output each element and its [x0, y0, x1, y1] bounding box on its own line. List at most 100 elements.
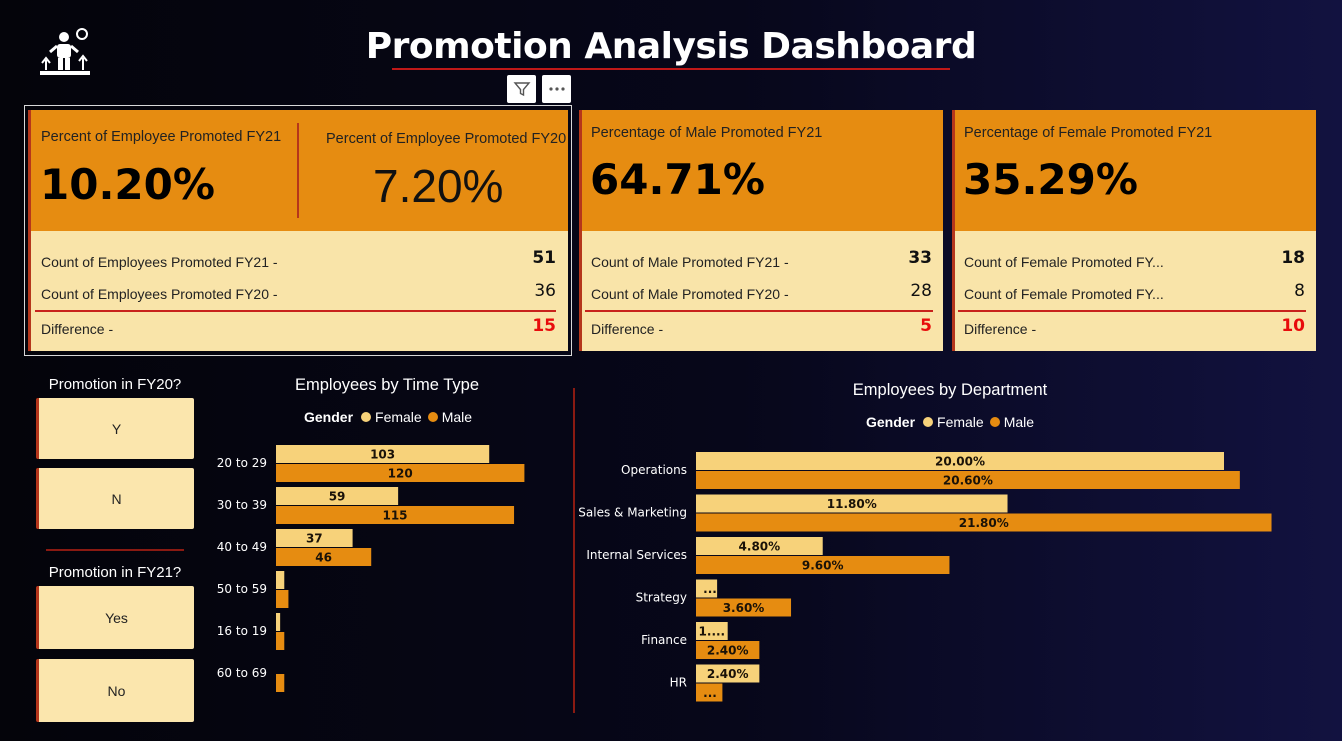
legend-female-label: Female — [375, 409, 422, 425]
data-label: 46 — [315, 551, 332, 565]
bar-male[interactable] — [276, 506, 515, 524]
legend-title: Gender — [304, 409, 354, 425]
card-accent — [579, 110, 582, 351]
separator — [958, 310, 1306, 312]
difference-value: 15 — [532, 316, 556, 336]
bar-male[interactable] — [276, 548, 372, 566]
bar-male[interactable] — [696, 641, 760, 659]
data-label: 20.60% — [943, 474, 993, 488]
bar-male[interactable] — [696, 683, 723, 702]
kpi-male-value: 64.71% — [590, 155, 765, 204]
slicer-divider — [46, 549, 184, 551]
data-label: 4.80% — [739, 540, 781, 554]
bar-female[interactable] — [276, 571, 285, 589]
category-label: 30 to 39 — [217, 498, 267, 512]
data-label: ... — [703, 686, 717, 700]
more-options-icon[interactable] — [542, 75, 571, 103]
bar-female[interactable] — [276, 613, 281, 631]
category-label: 16 to 19 — [217, 624, 267, 638]
data-label: 2.40% — [707, 667, 749, 681]
bar-male[interactable] — [276, 464, 525, 482]
data-label: 37 — [306, 532, 323, 546]
page-title: Promotion Analysis Dashboard — [365, 26, 977, 67]
filter-icon[interactable] — [507, 75, 536, 103]
card-overall-selection-border — [24, 105, 572, 356]
bar-female[interactable] — [696, 452, 1224, 470]
slicer-fy21-option-yes[interactable]: Yes — [36, 586, 194, 649]
chart-timetype: 20 to 29 103 120 30 to 39 59 115 40 to 49 37 46 5… — [217, 445, 525, 692]
kpi-female-value: 35.29% — [963, 155, 1138, 204]
kpi-fy20-value: 7.20% — [373, 160, 504, 212]
kpi-male-label: Percentage of Male Promoted FY21 — [591, 125, 823, 141]
slicer-fy20-option-y[interactable]: Y — [36, 398, 194, 459]
row-label: Count of Female Promoted FY... — [964, 286, 1164, 302]
category-label: Operations — [621, 463, 687, 477]
bar-female[interactable] — [276, 445, 490, 463]
category-label: 60 to 69 — [217, 666, 267, 680]
separator — [585, 310, 933, 312]
bar-female[interactable] — [696, 537, 823, 555]
kpi-fy21-value: 10.20% — [40, 160, 215, 209]
category-label: 20 to 29 — [217, 456, 267, 470]
card-overall-bottom — [28, 231, 568, 351]
row-value: 36 — [534, 281, 556, 301]
legend-female-swatch — [361, 412, 372, 422]
card-accent — [952, 110, 955, 351]
bar-female[interactable] — [696, 664, 760, 683]
employee-promotion-icon — [38, 28, 94, 80]
chart-department-title: Employees by Department — [852, 381, 1048, 399]
row-label: Count of Female Promoted FY... — [964, 254, 1164, 270]
separator — [35, 310, 556, 312]
bar-male[interactable] — [276, 590, 289, 608]
bar-female[interactable] — [276, 487, 399, 505]
difference-value: 10 — [1281, 316, 1305, 336]
category-label: Finance — [641, 633, 687, 647]
bar-female[interactable] — [696, 622, 728, 640]
legend-male-label: Male — [441, 409, 473, 425]
bar-female[interactable] — [276, 529, 353, 547]
data-label: 11.80% — [827, 497, 877, 511]
data-label: 21.80% — [959, 516, 1009, 530]
kpi-female-label: Percentage of Female Promoted FY21 — [964, 125, 1213, 141]
card-female-bottom — [952, 231, 1316, 351]
bar-female[interactable] — [696, 494, 1008, 513]
legend-female-swatch — [923, 417, 934, 427]
bar-male[interactable] — [276, 632, 285, 650]
row-value: 51 — [532, 248, 556, 268]
kpi-fy20-label: Percent of Employee Promoted FY20 — [326, 131, 567, 147]
data-label: 103 — [370, 448, 395, 462]
legend-male-swatch — [989, 417, 1000, 427]
card-accent — [28, 110, 31, 351]
data-label: 20.00% — [935, 455, 985, 469]
row-label: Count of Employees Promoted FY21 - — [41, 254, 278, 270]
row-label: Count of Employees Promoted FY20 - — [41, 286, 278, 302]
difference-label: Difference - — [964, 321, 1037, 337]
legend-male-swatch — [427, 412, 438, 422]
bar-male[interactable] — [276, 674, 285, 692]
bar-male[interactable] — [696, 598, 792, 617]
bar-male[interactable] — [696, 471, 1240, 489]
difference-label: Difference - — [591, 321, 664, 337]
bar-female[interactable] — [696, 579, 718, 598]
data-label: 1.... — [699, 625, 726, 639]
legend-title: Gender — [866, 414, 916, 430]
category-label: 40 to 49 — [217, 540, 267, 554]
slicer-fy21-option-no[interactable]: No — [36, 659, 194, 722]
row-value: 28 — [910, 281, 932, 301]
row-value: 33 — [908, 248, 932, 268]
chart-divider — [573, 388, 575, 713]
data-label: 9.60% — [802, 559, 844, 573]
difference-value: 5 — [920, 316, 932, 336]
row-label: Count of Male Promoted FY21 - — [591, 254, 789, 270]
card-male-bottom — [579, 231, 943, 351]
data-label: 59 — [329, 490, 346, 504]
row-label: Count of Male Promoted FY20 - — [591, 286, 789, 302]
difference-label: Difference - — [41, 321, 114, 337]
slicer-fy20-option-n[interactable]: N — [36, 468, 194, 529]
bar-male[interactable] — [696, 513, 1272, 532]
bar-male[interactable] — [696, 556, 950, 574]
legend-male-label: Male — [1003, 414, 1035, 430]
legend-female-label: Female — [937, 414, 984, 430]
row-value: 18 — [1281, 248, 1305, 268]
category-label: Sales & Marketing — [578, 506, 687, 520]
